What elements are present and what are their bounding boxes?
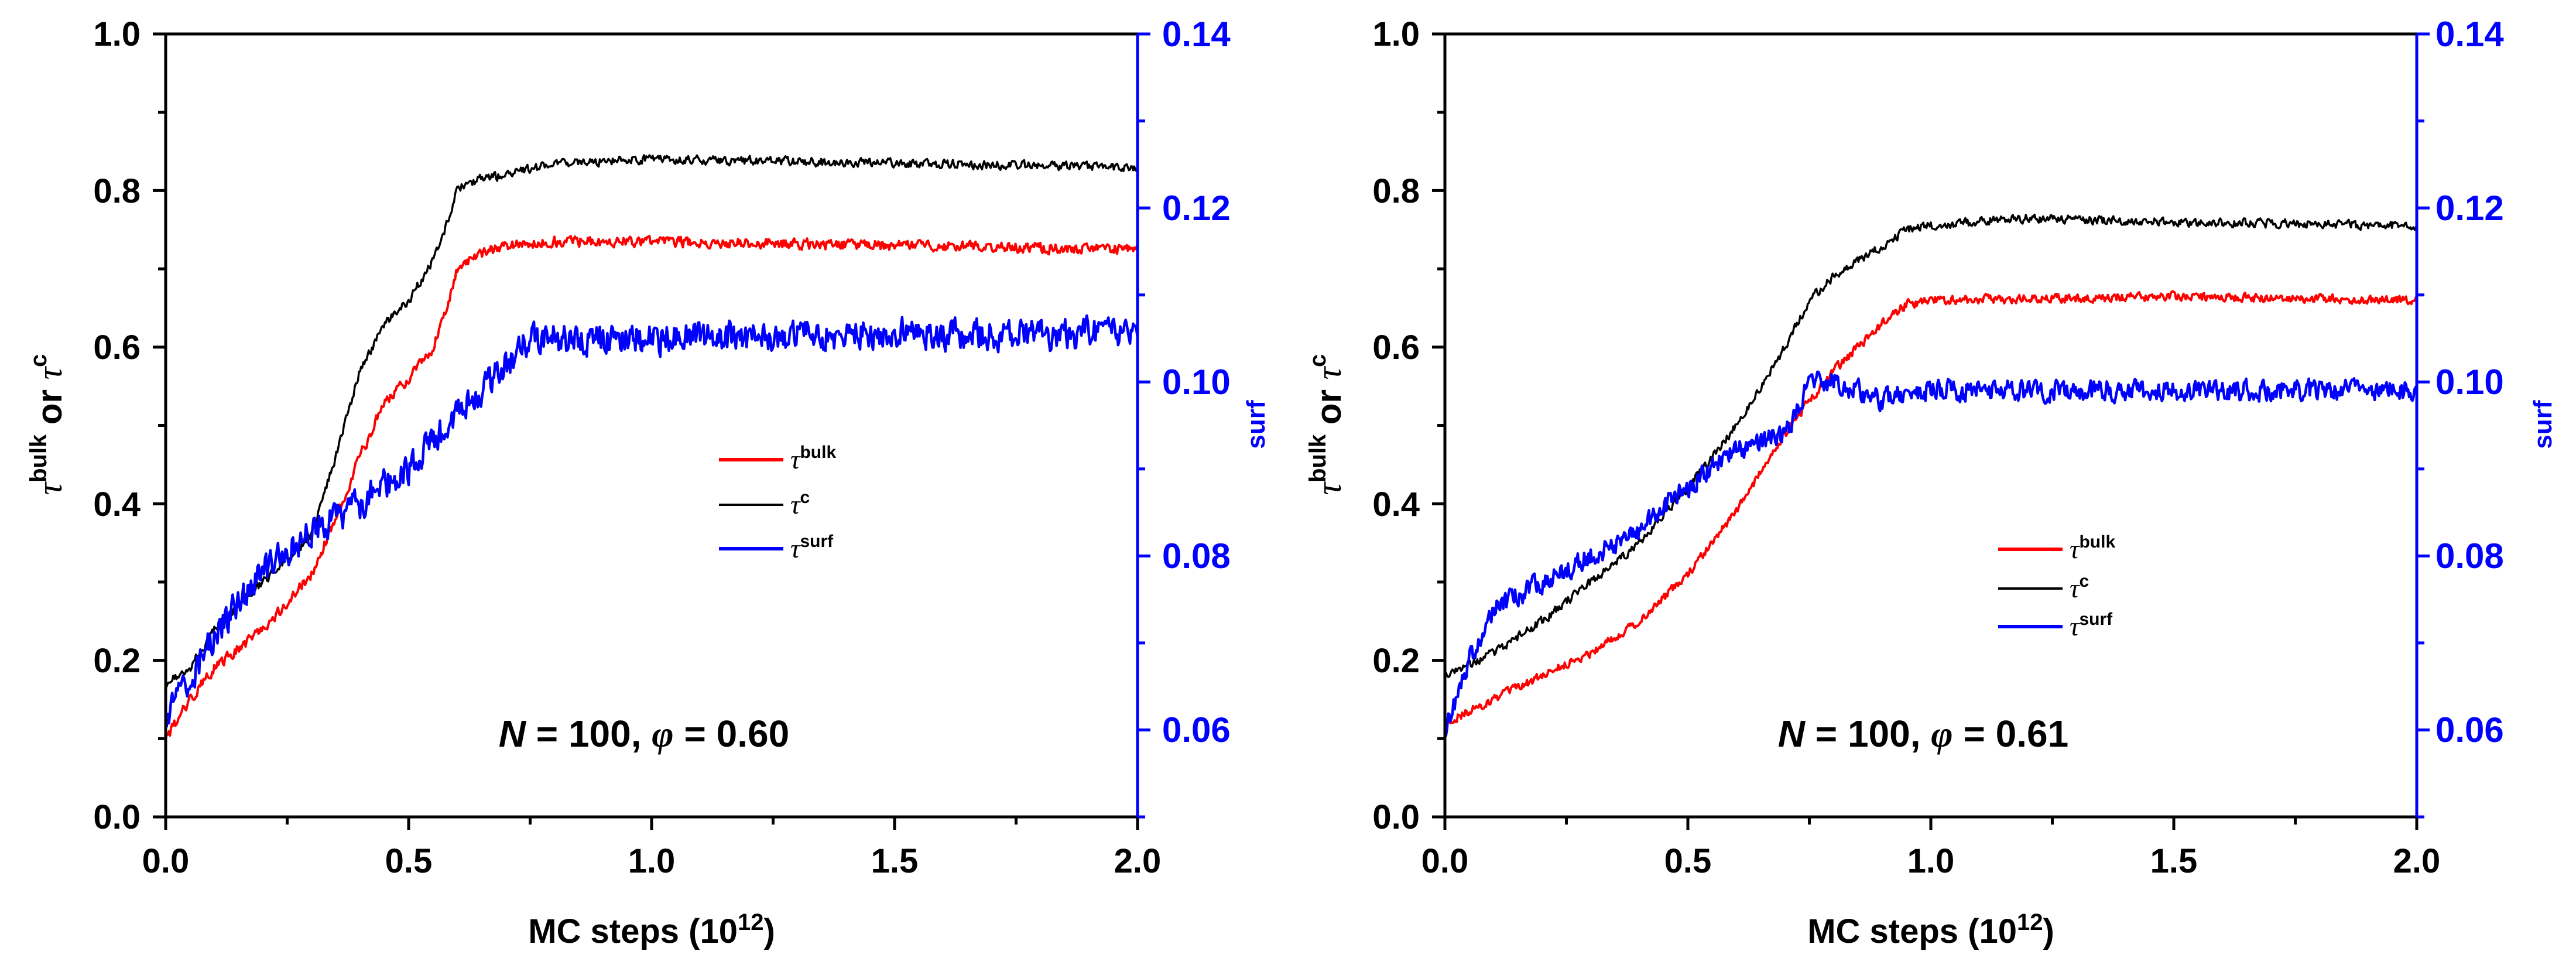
y2-tick-label: 0.10 [1162, 362, 1231, 402]
legend-label-c: τc [2070, 572, 2089, 603]
y-tick-label: 0.4 [93, 485, 141, 524]
y-tick-labels: 0.0 0.2 0.4 0.6 0.8 1.0 [93, 15, 141, 836]
x-tick-label: 2.0 [2393, 842, 2441, 880]
legend-label-bulk: τbulk [790, 443, 836, 474]
series-line-bulk [165, 234, 1139, 741]
y-tick-label: 1.0 [93, 15, 141, 53]
annotation-text: N = 100, φ = 0.60 [499, 713, 789, 755]
legend: τbulk τc τsurf [719, 443, 836, 563]
series-line-surf [164, 314, 1139, 728]
x-tick-label: 1.5 [2150, 842, 2198, 880]
y-tick-label: 0.6 [93, 329, 141, 367]
y2-tick-label: 0.14 [2435, 15, 2504, 54]
y-tick-labels: 0.0 0.2 0.4 0.6 0.8 1.0 [1372, 15, 1420, 836]
y-tick-label: 0.2 [1372, 642, 1420, 680]
y2-tick-label: 0.12 [1162, 189, 1231, 228]
x-tick-label: 0.5 [385, 842, 433, 880]
x-tick-label: 0.0 [142, 842, 190, 880]
chart-right: 0.0 0.2 0.4 0.6 0.8 1.0 0.06 0.08 0.10 0… [1305, 15, 2557, 950]
y-tick-label: 0.4 [1372, 485, 1420, 524]
y2-tick-label: 0.12 [2435, 189, 2504, 228]
y2-tick-label: 0.08 [2435, 536, 2504, 576]
legend-label-c: τc [790, 488, 810, 519]
y-tick-label: 0.0 [93, 798, 141, 836]
x-tick-label: 0.5 [1664, 842, 1712, 880]
y2-tick-labels: 0.06 0.08 0.10 0.12 0.14 [2435, 15, 2504, 750]
y2-tick-label: 0.06 [1162, 710, 1231, 750]
x-axis-title: MC steps (1012) [1807, 909, 2054, 950]
x-tick-label: 1.0 [1907, 842, 1955, 880]
x-tick-label: 2.0 [1114, 842, 1162, 880]
y2-tick-label: 0.06 [2435, 710, 2504, 750]
y2-tick-label: 0.08 [1162, 536, 1231, 576]
series-line-surf [1443, 370, 2418, 737]
series-layer [164, 154, 1139, 741]
legend-label-surf: τsurf [2070, 610, 2113, 641]
annotation-text: N = 100, φ = 0.61 [1778, 713, 2068, 755]
x-tick-label: 1.5 [871, 842, 919, 880]
legend-label-surf: τsurf [790, 532, 834, 563]
x-tick-label: 0.0 [1421, 842, 1469, 880]
legend: τbulk τc τsurf [1998, 532, 2115, 641]
ticks-layer [1432, 32, 2430, 830]
x-tick-label: 1.0 [628, 842, 676, 880]
x-tick-labels: 0.0 0.5 1.0 1.5 2.0 [1421, 842, 2441, 880]
y-axis-title: τbulk or τc [1305, 354, 1348, 495]
y-tick-label: 0.8 [93, 172, 141, 210]
legend-label-bulk: τbulk [2070, 532, 2115, 564]
x-axis-title: MC steps (1012) [528, 909, 775, 950]
plot-frame [164, 32, 1139, 819]
y2-tick-label: 0.10 [2435, 362, 2504, 402]
y-axis-title: τbulk or τc [26, 354, 69, 495]
y-tick-label: 0.0 [1372, 798, 1420, 836]
y-tick-label: 0.8 [1372, 172, 1420, 210]
y-tick-label: 1.0 [1372, 15, 1420, 53]
x-tick-labels: 0.0 0.5 1.0 1.5 2.0 [142, 842, 1162, 880]
y2-tick-label: 0.14 [1162, 15, 1231, 54]
y2-axis-title: surf [2529, 400, 2557, 449]
series-line-c [1444, 213, 2418, 678]
y2-axis-title: surf [1242, 400, 1270, 449]
y2-tick-labels: 0.06 0.08 0.10 0.12 0.14 [1162, 15, 1231, 750]
chart-left: 0.0 0.2 0.4 0.6 0.8 1.0 0.06 0.08 0.10 0… [26, 15, 1270, 950]
series-line-bulk [1444, 290, 2418, 726]
y-tick-label: 0.6 [1372, 329, 1420, 367]
y-tick-label: 0.2 [93, 642, 141, 680]
series-line-c [165, 154, 1139, 687]
ticks-layer [153, 32, 1150, 830]
series-layer [1443, 213, 2418, 737]
plot-frame [1443, 32, 2419, 819]
